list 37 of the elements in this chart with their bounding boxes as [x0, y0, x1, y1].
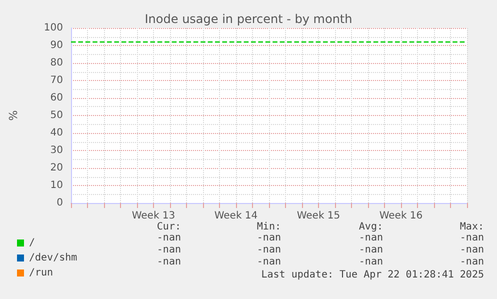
text: -nan: [460, 256, 484, 268]
y-tick-label: 0: [56, 198, 63, 208]
text: Min:: [256, 222, 281, 232]
y-tick-label: 50: [50, 110, 63, 121]
legend-label: /dev/shm: [29, 252, 78, 264]
x-tick-label: Week 14: [214, 210, 258, 222]
text: -nan: [460, 232, 484, 244]
text: -nan: [460, 244, 484, 256]
legend-label: /run: [29, 268, 54, 278]
y-tick-label: 100: [44, 22, 63, 34]
text: Cur:: [156, 222, 181, 232]
y-tick-label: 30: [50, 145, 63, 156]
legend-label: /: [29, 238, 36, 248]
text: -nan: [358, 232, 383, 244]
text: -nan: [156, 256, 181, 268]
text: Avg:: [358, 222, 383, 232]
text: -nan: [358, 244, 383, 256]
text: -nan: [156, 232, 181, 244]
y-axis-title: %: [7, 110, 20, 121]
y-tick-label: 70: [50, 75, 63, 86]
y-tick-label: 80: [50, 58, 63, 68]
x-tick-label: Week 15: [296, 210, 340, 222]
y-tick-label: 90: [50, 40, 63, 51]
x-tick-label: Week 16: [379, 210, 423, 222]
y-tick-label: 20: [50, 162, 63, 174]
chart-title: Inode usage in percent - by month: [144, 12, 352, 26]
y-tick-label: 10: [50, 180, 63, 191]
text: Last update: Tue Apr 22 01:28:41 2025: [261, 270, 484, 280]
text: -nan: [156, 244, 181, 256]
text: -nan: [256, 244, 281, 256]
text: -nan: [358, 256, 383, 268]
text: -nan: [256, 256, 281, 268]
y-tick-label: 60: [50, 92, 63, 104]
x-tick-label: Week 13: [132, 210, 176, 222]
y-tick-label: 40: [50, 128, 63, 138]
text: -nan: [256, 232, 281, 244]
text: Max:: [460, 222, 484, 232]
